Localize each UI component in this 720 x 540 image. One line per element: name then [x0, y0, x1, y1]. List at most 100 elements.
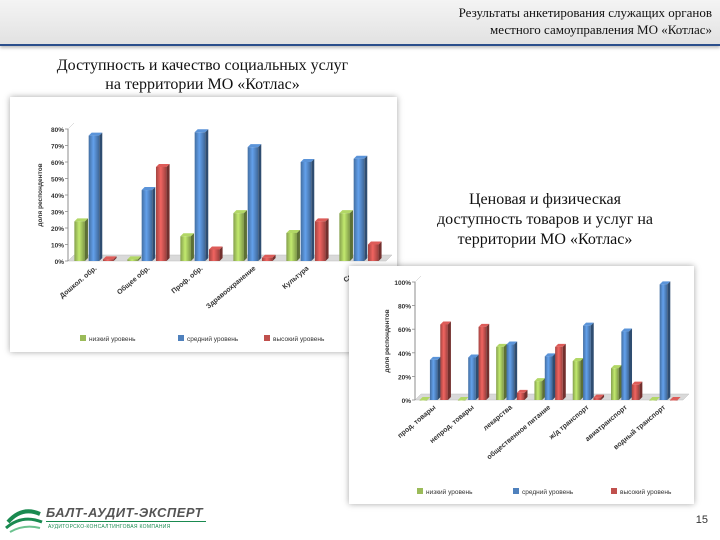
- bar: [286, 232, 297, 261]
- bar: [649, 400, 657, 401]
- bar: [429, 359, 438, 400]
- bar-top: [286, 229, 300, 233]
- legend-swatch: [264, 335, 270, 341]
- bar-top: [496, 343, 507, 347]
- y-axis-depth-line: [67, 122, 75, 130]
- bar-top: [194, 129, 209, 133]
- bar-side: [325, 218, 329, 261]
- bar: [180, 236, 191, 261]
- y-tick-label: 20%: [398, 374, 411, 381]
- bar-top: [659, 281, 671, 285]
- bar-top: [261, 254, 276, 258]
- bar-top: [155, 163, 170, 167]
- x-tick-label: лекарства: [482, 404, 514, 432]
- bar-top: [429, 356, 441, 360]
- x-tick-label: Общее обр.: [115, 264, 151, 296]
- legend-swatch: [178, 335, 184, 341]
- y-tick-label: 100%: [394, 280, 411, 287]
- y-axis-title: доля респондентов: [37, 163, 44, 226]
- bar: [367, 244, 379, 261]
- legend-label: высокий уровень: [620, 488, 672, 496]
- y-tick-label: 30%: [51, 210, 64, 217]
- y-tick-label: 50%: [51, 177, 64, 184]
- bar: [457, 400, 466, 401]
- bar-side: [137, 256, 141, 261]
- bar-side: [503, 343, 507, 400]
- bar-top: [339, 210, 353, 214]
- bar-top: [611, 365, 622, 369]
- bar-top: [555, 343, 566, 347]
- bar-top: [593, 394, 605, 398]
- bar-side: [205, 129, 209, 261]
- bar: [659, 284, 668, 400]
- bar-top: [141, 187, 156, 191]
- x-tick-label: ж/д транспорт: [548, 404, 591, 442]
- bar-side: [552, 353, 556, 400]
- y-tick-label: 60%: [398, 327, 411, 334]
- bar: [353, 158, 365, 261]
- bar: [572, 361, 581, 400]
- y-tick-label: 40%: [51, 193, 64, 200]
- slide-title: Результаты анкетирования служащих органо…: [458, 5, 712, 37]
- left-chart-title: Доступность и качество социальных услуг …: [56, 57, 349, 93]
- goods-services-chart-svg: 0% 20% 40% 60% 80% 100% доля респондентов прод.…: [384, 275, 690, 496]
- bar-side: [524, 389, 528, 400]
- bar: [593, 397, 602, 400]
- bar-top: [440, 321, 451, 325]
- bar: [583, 325, 591, 400]
- y-tick-label: 80%: [398, 304, 411, 311]
- logo-tagline: АУДИТОРСКО-КОНСАЛТИНГОВАЯ КОМПАНИЯ: [48, 524, 171, 530]
- bar-side: [219, 246, 223, 261]
- bar-side: [349, 210, 353, 261]
- bar-top: [88, 132, 103, 136]
- legend-swatch: [417, 488, 423, 494]
- y-axis-title: доля респондентов: [384, 309, 391, 372]
- legend-swatch: [513, 488, 519, 494]
- page-number: 15: [695, 514, 708, 526]
- bar-side: [311, 159, 315, 261]
- bar-top: [419, 397, 431, 400]
- x-tick-label: общественное питание: [485, 403, 552, 461]
- social-services-chart-svg: 0% 10% 20% 30% 40% 50% 60% 70% 80% доля респонден…: [37, 122, 393, 343]
- bar-side: [601, 394, 605, 400]
- bar: [496, 346, 504, 400]
- bar: [534, 381, 543, 400]
- bar-top: [544, 353, 556, 357]
- bar: [669, 400, 678, 401]
- bar: [516, 392, 525, 400]
- bar-side: [190, 233, 194, 261]
- bar-side: [113, 256, 117, 261]
- bar: [419, 400, 428, 401]
- y-tick-label: 60%: [51, 160, 64, 167]
- bar-side: [639, 381, 643, 400]
- bar: [300, 162, 312, 261]
- bar-side: [364, 155, 368, 261]
- x-tick-label: Дошкол. обр.: [58, 264, 98, 300]
- bar-top: [208, 246, 223, 250]
- bar: [611, 368, 619, 400]
- bar-top: [367, 241, 382, 245]
- bar-side: [437, 356, 441, 400]
- bar-side: [514, 341, 518, 400]
- bar: [314, 221, 326, 261]
- bar-side: [618, 365, 622, 400]
- bar-side: [152, 187, 156, 261]
- bar-top: [457, 397, 469, 400]
- y-tick-label: 70%: [51, 144, 64, 151]
- legend-label: средний уровень: [522, 488, 574, 496]
- bar: [478, 326, 487, 400]
- bar-top: [300, 159, 315, 162]
- bar: [440, 324, 448, 400]
- bar: [261, 257, 273, 261]
- bar-side: [590, 322, 594, 400]
- y-tick-label: 10%: [51, 243, 64, 250]
- company-logo: БАЛТ-АУДИТ-ЭКСПЕРТ АУДИТОРСКО-КОНСАЛТИНГ…: [4, 500, 214, 538]
- bar: [339, 213, 350, 261]
- bar-side: [486, 323, 490, 400]
- bar-top: [180, 233, 194, 237]
- logo-divider: [46, 521, 206, 522]
- legend-label: низкий уровень: [89, 335, 136, 343]
- bar-top: [621, 328, 633, 332]
- bar: [155, 166, 167, 261]
- bar-top: [127, 256, 141, 260]
